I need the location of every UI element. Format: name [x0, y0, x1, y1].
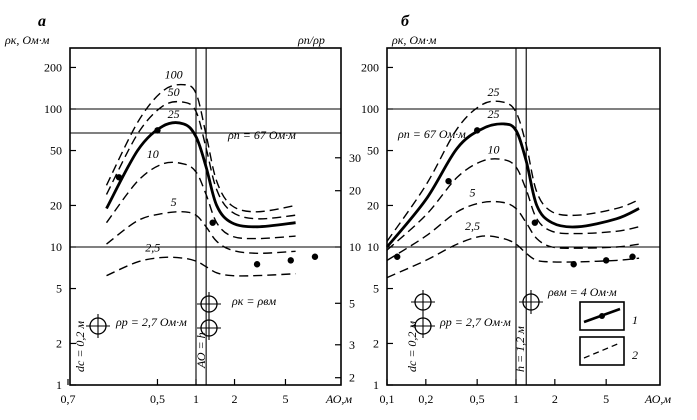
series-label: 10 — [147, 147, 159, 161]
x-tick-label: 0,2 — [418, 392, 433, 406]
y2-tick-label: 5 — [349, 296, 355, 310]
annotation-dc-a: dс = 0,2 м — [73, 321, 87, 372]
legend-box-2 — [579, 336, 625, 366]
y2-tick-label: 2 — [349, 371, 355, 385]
y-tick-label: 50 — [50, 144, 62, 158]
annotation-rho-r-a: ρр = 2,7 Ом·м — [115, 315, 187, 329]
y-tick-label: 10 — [367, 240, 379, 254]
data-point — [531, 219, 539, 226]
x-tick-label: 2 — [552, 392, 558, 406]
y-tick-label: 10 — [50, 240, 62, 254]
series-line-25 — [105, 121, 296, 229]
data-point — [445, 177, 452, 185]
y-tick-label: 200 — [44, 60, 62, 74]
frame-b — [386, 47, 661, 386]
data-point — [311, 253, 319, 260]
legend-line-2 — [583, 342, 621, 359]
y2label-a: ρп/ρр — [297, 33, 325, 47]
legend-label-1: 1 — [632, 313, 638, 327]
series-label: 2,5 — [465, 219, 480, 233]
y-tick-label: 50 — [367, 144, 379, 158]
series-line-5 — [386, 200, 640, 261]
series-label: 25 — [168, 107, 180, 121]
y-tick-label: 5 — [56, 282, 62, 296]
annotation-rho-vm-b: ρвм = 4 Ом·м — [547, 285, 617, 299]
x-tick-label: 0,5 — [470, 392, 485, 406]
x-axis-label: АО,м — [325, 392, 353, 406]
data-point — [394, 253, 401, 260]
x-tick-label: 2 — [232, 392, 238, 406]
y-tick-label: 1 — [56, 378, 62, 392]
y-tick-label: 2 — [56, 336, 62, 350]
series-label: 25 — [487, 107, 499, 121]
y2-tick-label: 10 — [349, 240, 361, 254]
y2-tick-label: 20 — [349, 184, 361, 198]
series-label: 25 — [487, 85, 499, 99]
y-tick-label: 200 — [361, 60, 379, 74]
series-line-25 — [385, 122, 640, 248]
data-point — [287, 257, 294, 264]
y-tick-label: 20 — [50, 198, 62, 212]
annotation-rho-r-b: ρр = 2,7 Ом·м — [439, 315, 511, 329]
annotation-ao-h-a: АО = h — [194, 332, 208, 369]
x-tick-label: 0,5 — [150, 392, 165, 406]
series-line-5 — [106, 211, 296, 255]
annotation-rho-p-a: ρп = 67 Ом·м — [227, 128, 296, 142]
series-label: 10 — [487, 143, 499, 157]
series-line-10 — [105, 161, 296, 240]
series-label: 50 — [168, 85, 180, 99]
legend-label-2: 2 — [632, 348, 638, 362]
y-tick-label: 20 — [367, 198, 379, 212]
ylabel-a: ρк, Ом·м — [4, 33, 50, 47]
y2-tick-label: 30 — [349, 151, 361, 165]
y2-tick-label: 3 — [349, 338, 355, 352]
frame-a — [69, 47, 342, 386]
series-label: 5 — [470, 186, 476, 200]
annotation-dc-b: dс = 0,2 м — [405, 321, 419, 372]
ylabel-b: ρк, Ом·м — [391, 33, 437, 47]
data-point — [602, 257, 610, 264]
x-tick-label: 5 — [282, 392, 288, 406]
y-tick-label: 100 — [44, 102, 62, 116]
series-label: 100 — [165, 68, 183, 82]
data-point — [570, 261, 577, 268]
series-line-50 — [105, 100, 296, 220]
x-tick-label: 1 — [513, 392, 519, 406]
x-axis-label: АО,м — [644, 392, 672, 406]
data-point — [629, 253, 636, 260]
panel-label-b: б — [401, 13, 410, 30]
series-line-2-5 — [386, 235, 640, 279]
data-point — [473, 127, 481, 134]
annotation-h-b: h = 1,2 м — [513, 326, 527, 372]
data-point — [209, 219, 216, 226]
panel-label-a: а — [38, 13, 46, 30]
series-label: 5 — [171, 195, 177, 209]
series-line-25 — [386, 100, 640, 242]
x-tick-label: 0,7 — [61, 392, 76, 406]
series-line-10 — [386, 158, 640, 251]
data-point — [115, 174, 123, 181]
data-point — [253, 261, 261, 268]
legend-dot-1 — [599, 313, 605, 319]
y-tick-label: 100 — [361, 102, 379, 116]
data-point — [154, 127, 161, 134]
x-tick-label: 0,1 — [380, 392, 395, 406]
series-label: 2,5 — [145, 240, 160, 254]
x-tick-label: 5 — [603, 392, 609, 406]
y-tick-label: 2 — [373, 336, 379, 350]
y-tick-label: 5 — [373, 282, 379, 296]
y-tick-label: 1 — [373, 378, 379, 392]
annotation-rho-p-b: ρп = 67 Ом·м — [397, 127, 466, 141]
series-line-100 — [105, 83, 296, 213]
x-tick-label: 1 — [193, 392, 199, 406]
series-line-2-5 — [106, 256, 296, 277]
annotation-rho-k-vm-a: ρк = ρвм — [231, 294, 276, 308]
